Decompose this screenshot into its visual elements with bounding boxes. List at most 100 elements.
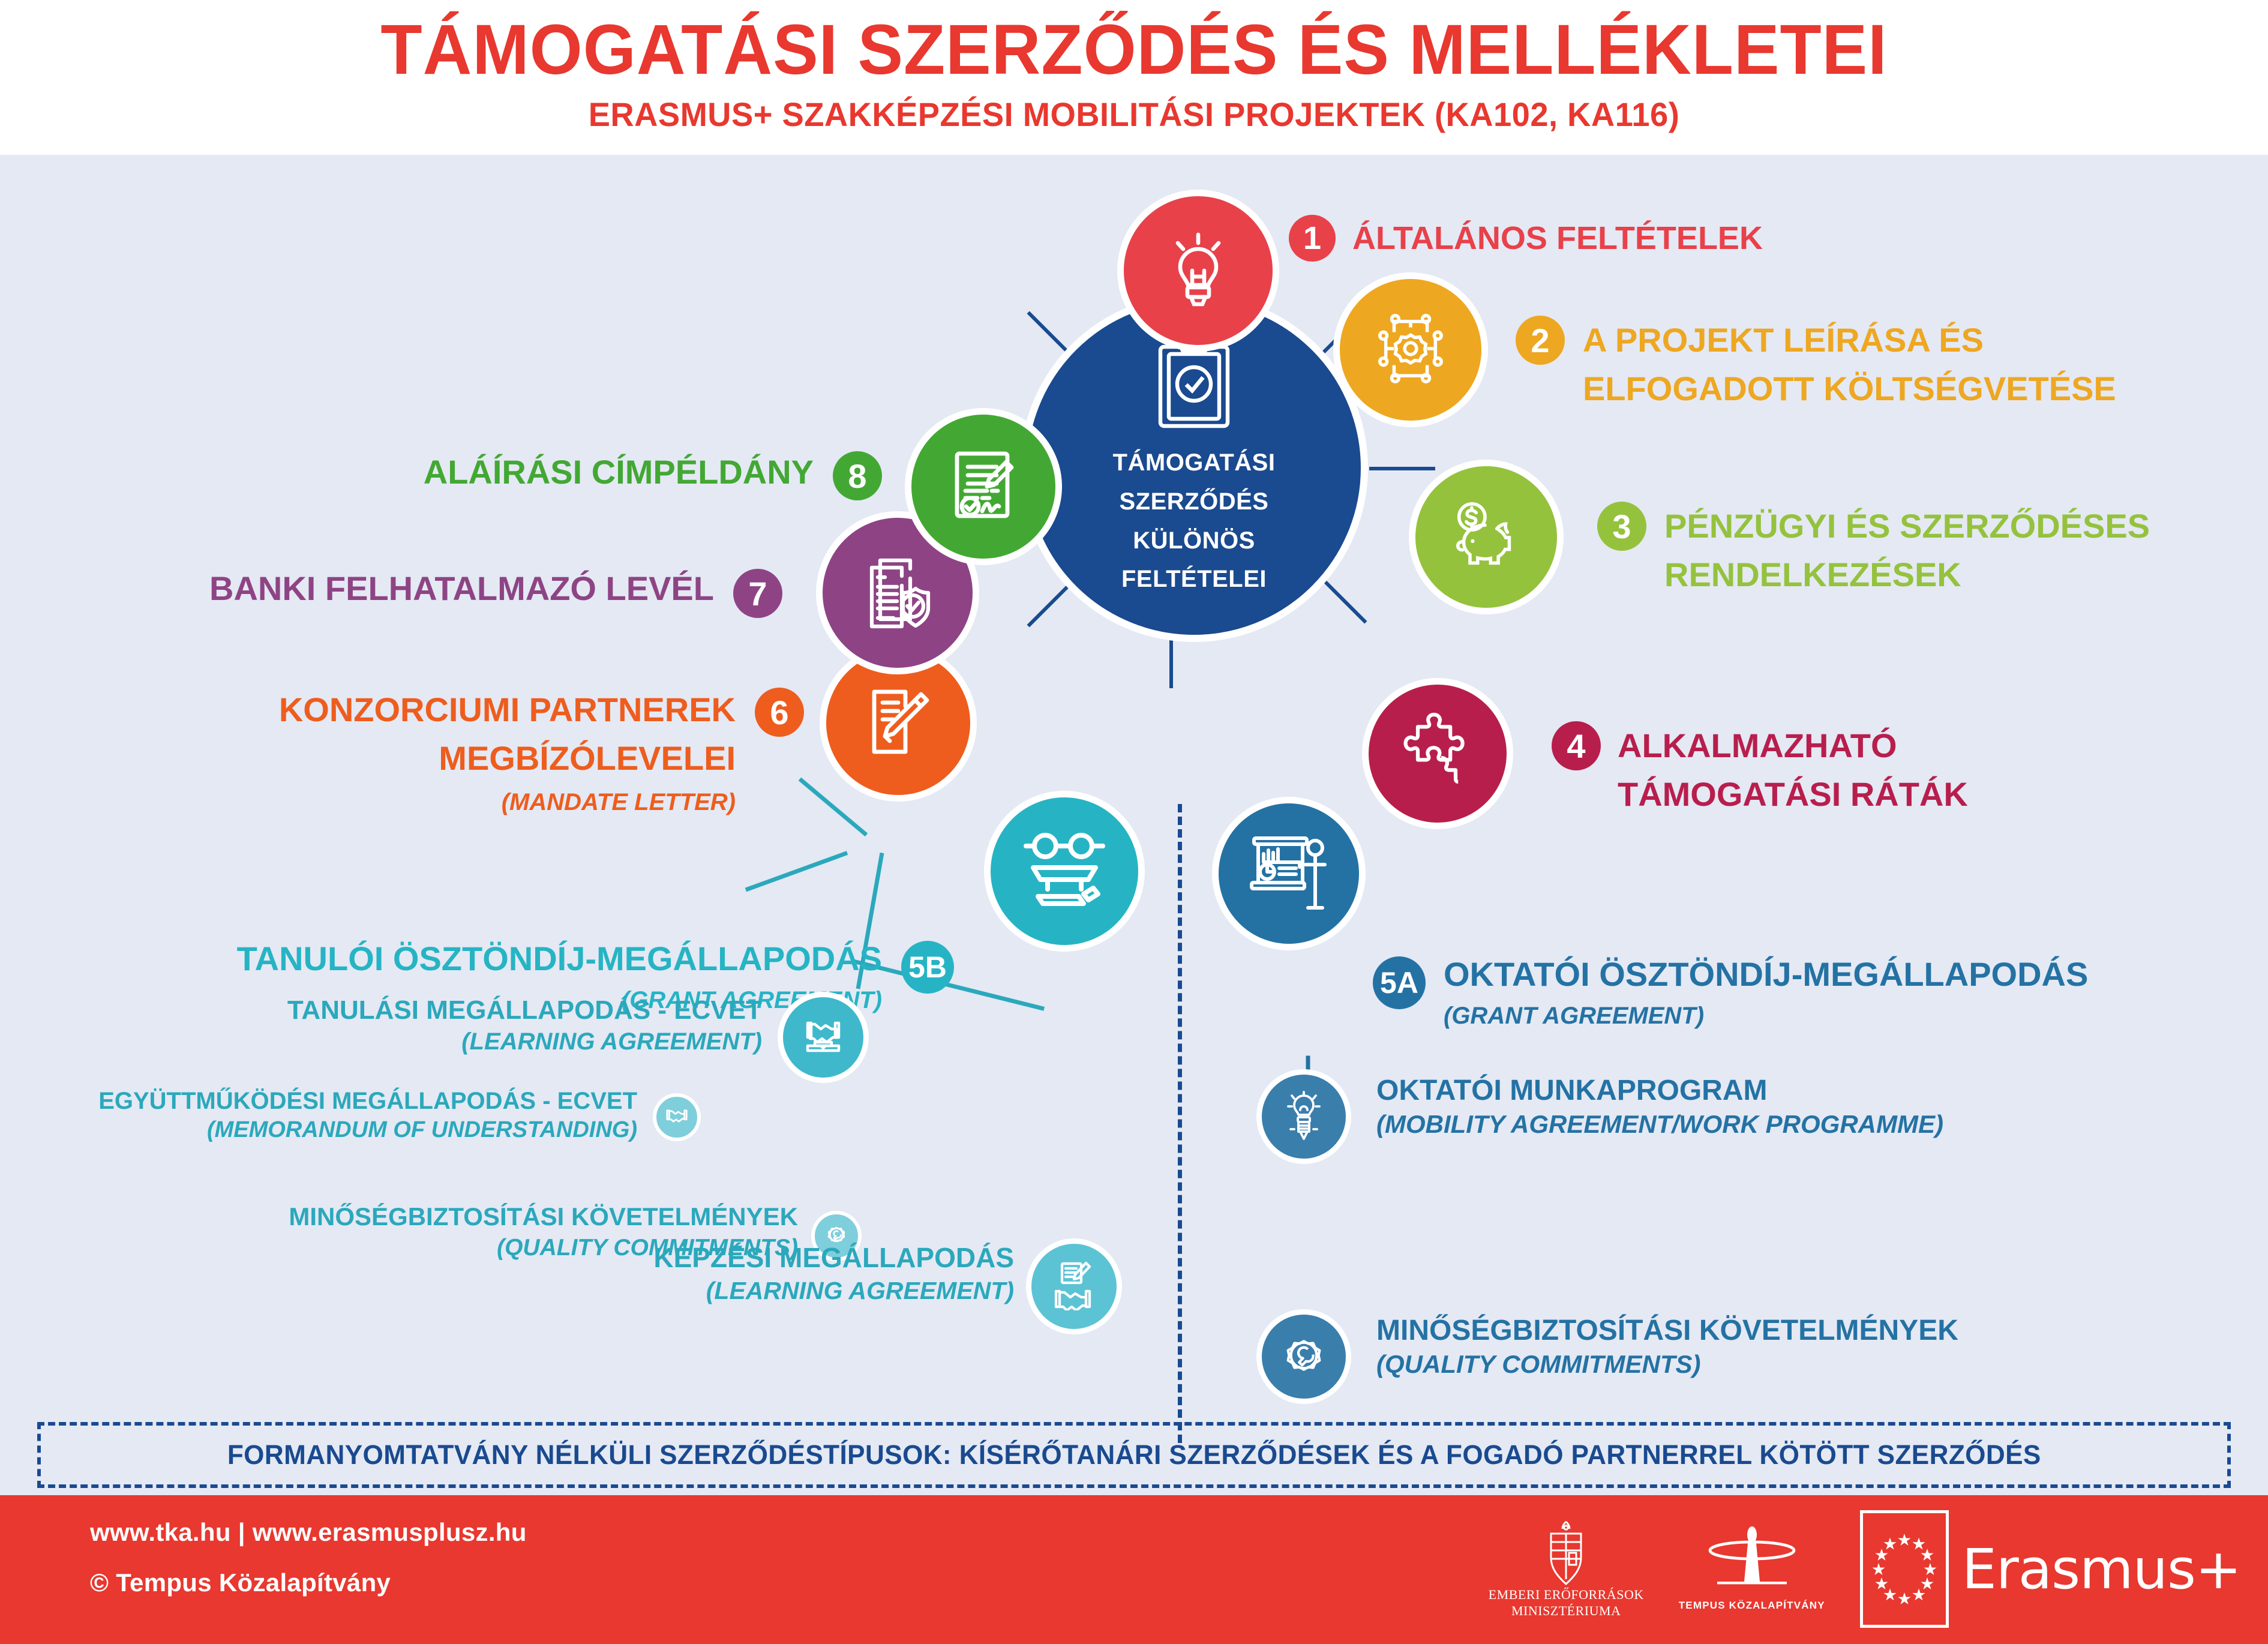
node-circle-5b[interactable] (984, 791, 1145, 952)
node-circle-8[interactable] (905, 408, 1062, 565)
emmi-logo-line1: EMBERI ERŐFORRÁSOK (1488, 1586, 1644, 1602)
note-text: FORMANYOMTATVÁNY NÉLKÜLI SZERZŐDÉSTÍPUSO… (227, 1439, 2041, 1470)
connector-hub-3 (1369, 467, 1435, 470)
badge-4: 4 (1552, 721, 1601, 770)
footer-text-block: www.tka.hu | www.erasmusplusz.hu © Tempu… (90, 1518, 527, 1619)
contract-handshake-icon (1050, 1260, 1098, 1313)
node-circle-7[interactable] (816, 511, 979, 674)
subnode-circle-quality-right[interactable] (1256, 1309, 1351, 1404)
note-box: FORMANYOMTATVÁNY NÉLKÜLI SZERZŐDÉSTÍPUSO… (37, 1422, 2231, 1488)
label-4: ALKALMAZHATÓ TÁMOGATÁSI RÁTÁK (1618, 721, 1968, 818)
documents-shield-icon (857, 550, 938, 637)
badge-1: 1 (1289, 215, 1336, 262)
badge-8: 8 (833, 451, 882, 500)
subnode-circle-mou[interactable] (653, 1093, 701, 1141)
badge-5b: 5B (901, 941, 954, 994)
page-subtitle: ERASMUS+ SZAKKÉPZÉSI MOBILITÁSI PROJEKTE… (588, 95, 1680, 133)
hub-line-1: TÁMOGATÁSI (1112, 449, 1276, 476)
label-1: ÁLTALÁNOS FELTÉTELEK (1352, 220, 1763, 258)
hub-line-3: KÜLÖNÖS (1133, 527, 1255, 554)
erasmus-logo: Erasmus+ (1859, 1510, 2242, 1628)
erasmus-wordmark: Erasmus+ (1961, 1537, 2242, 1601)
badge-5b-number: 5B (908, 950, 947, 984)
eu-flag-icon (1859, 1510, 1949, 1628)
student-desk-icon (1021, 829, 1108, 914)
badge-7-number: 7 (748, 574, 767, 613)
label-5b: TANULÓI ÖSZTÖNDÍJ-MEGÁLLAPODÁS (GRANT AG… (237, 937, 882, 1016)
label-quality-right: MINŐSÉGBIZTOSÍTÁSI KÖVETELMÉNYEK (QUALIT… (1376, 1313, 1958, 1381)
node-circle-2[interactable] (1333, 272, 1488, 427)
document-pencil-icon (859, 682, 938, 764)
badge-5a: 5A (1373, 956, 1426, 1009)
label-2-line2: ELFOGADOTT KÖLTSÉGVETÉSE (1583, 370, 2116, 408)
node-circle-4[interactable] (1362, 678, 1513, 829)
footer-copyright: © Tempus Közalapítvány (90, 1568, 391, 1597)
emmi-logo-line2: MINISZTÉRIUMA (1511, 1603, 1621, 1618)
puzzle-icon (1403, 710, 1472, 798)
badge-2: 2 (1516, 316, 1565, 365)
label-5b-text: TANULÓI ÖSZTÖNDÍJ-MEGÁLLAPODÁS (236, 940, 882, 977)
label-4-line1: ALKALMAZHATÓ (1618, 727, 1897, 764)
label-3-line1: PÉNZÜGYI ÉS SZERZŐDÉSES (1664, 507, 2150, 545)
label-3-line2: RENDELKEZÉSEK (1664, 556, 1961, 594)
connector-learning-mou (745, 851, 848, 892)
label-2-line1: A PROJEKT LEÍRÁSA ÉS (1583, 321, 1984, 359)
label-quality-right-text: MINŐSÉGBIZTOSÍTÁSI KÖVETELMÉNYEK (1376, 1315, 1958, 1346)
label-mou-sub: (MEMORANDUM OF UNDERSTANDING) (206, 1117, 637, 1143)
label-1-text: ÁLTALÁNOS FELTÉTELEK (1352, 220, 1763, 256)
label-learning-agreement-text: TANULÁSI MEGÁLLAPODÁS - ECVET (287, 995, 762, 1025)
piggy-bank-icon (1446, 499, 1526, 576)
footer-urls[interactable]: www.tka.hu | www.erasmusplusz.hu (90, 1518, 527, 1546)
label-4-line2: TÁMOGATÁSI RÁTÁK (1618, 775, 1968, 814)
diagram-canvas: TÁMOGATÁSI SZERZŐDÉS KÜLÖNÖS FELTÉTELEI (0, 155, 2268, 1495)
subnode-circle-training-agreement[interactable] (1026, 1238, 1122, 1334)
label-mou: EGYÜTTMŰKÖDÉSI MEGÁLLAPODÁS - ECVET (MEM… (98, 1086, 637, 1145)
tka-logo: TEMPUS KÖZALAPÍTVÁNY (1679, 1526, 1825, 1612)
label-mou-text: EGYÜTTMŰKÖDÉSI MEGÁLLAPODÁS - ECVET (98, 1088, 637, 1114)
label-7-text: BANKI FELHATALMAZÓ LEVÉL (209, 569, 714, 607)
label-3: PÉNZÜGYI ÉS SZERZŐDÉSES RENDELKEZÉSEK (1664, 502, 2150, 599)
subnode-circle-work-programme[interactable] (1256, 1069, 1351, 1164)
hub-line-4: FELTÉTELEI (1121, 566, 1267, 593)
label-work-programme-sub: (MOBILITY AGREEMENT/WORK PROGRAMME) (1376, 1110, 1943, 1139)
label-learning-agreement-sub: (LEARNING AGREEMENT) (461, 1028, 762, 1055)
label-training-agreement-sub: (LEARNING AGREEMENT) (706, 1276, 1014, 1304)
label-5a-sub: (GRANT AGREEMENT) (1444, 1002, 1705, 1029)
lightbulb-pencil-icon (1281, 1090, 1327, 1144)
signed-document-icon (944, 445, 1023, 529)
badge-4-number: 4 (1567, 727, 1586, 765)
badge-7: 7 (733, 569, 782, 618)
subnode-circle-quality-left[interactable] (811, 1211, 862, 1261)
tka-logo-caption: TEMPUS KÖZALAPÍTVÁNY (1678, 1600, 1825, 1611)
label-6-sub: (MANDATE LETTER) (501, 789, 736, 816)
label-6-line2: MEGBÍZÓLEVELEI (439, 739, 736, 778)
gear-network-icon (1373, 311, 1448, 389)
label-quality-right-sub: (QUALITY COMMITMENTS) (1376, 1350, 1701, 1379)
node-circle-1[interactable] (1117, 190, 1279, 352)
label-8: ALÁÍRÁSI CÍMPÉLDÁNY (424, 452, 814, 492)
label-training-agreement-text: KÉPZÉSI MEGÁLLAPODÁS (653, 1242, 1014, 1273)
label-2: A PROJEKT LEÍRÁSA ÉS ELFOGADOTT KÖLTSÉGV… (1583, 316, 2116, 413)
label-work-programme-text: OKTATÓI MUNKAPROGRAM (1376, 1075, 1768, 1106)
label-5a-text: OKTATÓI ÖSZTÖNDÍJ-MEGÁLLAPODÁS (1444, 955, 2089, 993)
badge-1-number: 1 (1303, 220, 1322, 256)
badge-8-number: 8 (848, 457, 867, 495)
gear-wrench-icon (822, 1220, 851, 1252)
node-circle-3[interactable] (1409, 460, 1564, 614)
footer: www.tka.hu | www.erasmusplusz.hu © Tempu… (0, 1495, 2268, 1644)
header: TÁMOGATÁSI SZERZŐDÉS ÉS MELLÉKLETEI ERAS… (0, 0, 2268, 155)
label-quality-left: MINŐSÉGBIZTOSÍTÁSI KÖVETELMÉNYEK (QUALIT… (289, 1201, 798, 1262)
connector-hub-4 (1318, 575, 1367, 624)
label-quality-left-sub: (QUALITY COMMITMENTS) (497, 1234, 798, 1261)
node-circle-5a[interactable] (1212, 797, 1366, 950)
label-work-programme: OKTATÓI MUNKAPROGRAM (MOBILITY AGREEMENT… (1376, 1073, 1943, 1141)
label-6: KONZORCIUMI PARTNEREK MEGBÍZÓLEVELEI (MA… (279, 685, 736, 820)
label-quality-left-text: MINŐSÉGBIZTOSÍTÁSI KÖVETELMÉNYEK (289, 1202, 798, 1231)
handshake-icon (664, 1103, 690, 1132)
label-7: BANKI FELHATALMAZÓ LEVÉL (209, 569, 714, 608)
badge-3: 3 (1597, 502, 1646, 551)
gear-wrench-icon (1277, 1328, 1331, 1385)
subnode-circle-learning-agreement[interactable] (778, 992, 869, 1083)
label-6-line1: KONZORCIUMI PARTNEREK (278, 691, 736, 728)
